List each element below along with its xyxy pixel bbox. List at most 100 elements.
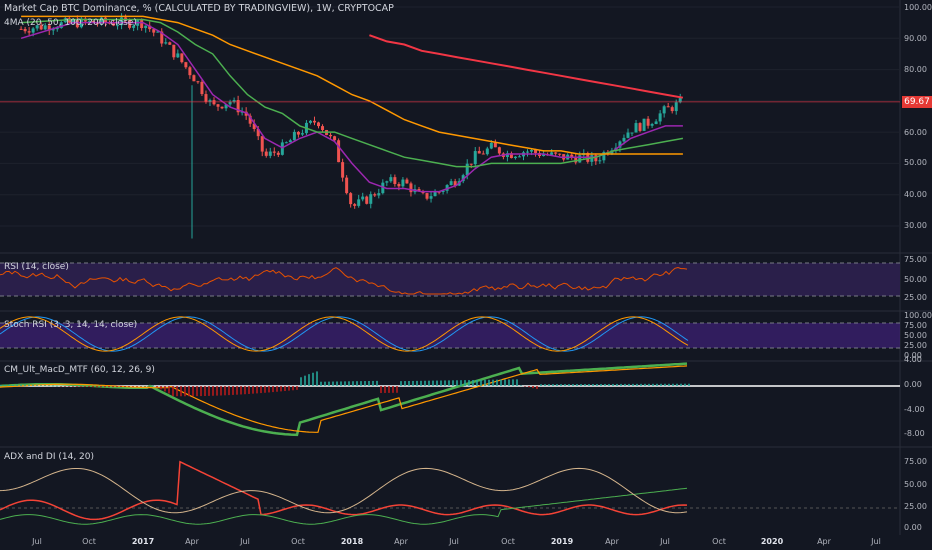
- candle-body: [236, 100, 240, 113]
- macd-histogram-bar: [144, 386, 146, 387]
- candle-body: [31, 28, 35, 33]
- macd-pane-label: CM_Ult_MacD_MTF (60, 12, 26, 9): [4, 365, 155, 375]
- candle-body: [534, 149, 538, 153]
- candle-body: [321, 126, 325, 131]
- macd-histogram-bar: [48, 385, 50, 387]
- candle-body: [433, 191, 437, 197]
- candle-body: [650, 124, 654, 126]
- macd-tick: 0.00: [904, 380, 922, 389]
- macd-histogram-bar: [212, 386, 214, 396]
- candle-body: [276, 152, 280, 155]
- candle-body: [232, 100, 236, 102]
- candle-body: [200, 81, 204, 95]
- candle-body: [558, 153, 562, 155]
- candle-body: [505, 153, 509, 157]
- macd-histogram-bar: [264, 386, 266, 393]
- macd-histogram-bar: [560, 384, 562, 386]
- macd-histogram-bar: [72, 386, 74, 387]
- macd-histogram-bar: [436, 380, 438, 386]
- candle-body: [497, 147, 501, 154]
- candle-body: [634, 123, 638, 133]
- stoch-pane-label: Stoch RSI (3, 3, 14, 14, close): [4, 320, 138, 330]
- candle-body: [264, 151, 268, 156]
- macd-histogram-bar: [476, 379, 478, 386]
- macd-histogram-bar: [512, 379, 514, 386]
- candle-body: [188, 67, 192, 76]
- macd-histogram-bar: [172, 386, 174, 397]
- macd-histogram-bar: [576, 384, 578, 386]
- candle-body: [429, 196, 433, 199]
- stoch-line: [0, 316, 689, 352]
- candle-body: [638, 123, 642, 131]
- candle-body: [630, 132, 634, 134]
- macd-histogram-bar: [220, 386, 222, 396]
- macd-histogram-bar: [320, 381, 322, 386]
- x-tick: Oct: [712, 537, 726, 546]
- macd-histogram-bar: [684, 383, 686, 386]
- candle-body: [35, 25, 39, 29]
- adx-line-0: [0, 460, 688, 521]
- candle-body: [55, 27, 59, 30]
- candle-body: [570, 154, 574, 158]
- candle-body: [666, 106, 670, 108]
- candle-body: [373, 194, 377, 196]
- macd-histogram-bar: [332, 381, 334, 386]
- macd-histogram-bar: [180, 386, 182, 397]
- stoch-tick: 100.00: [904, 311, 932, 320]
- candle-body: [128, 19, 132, 28]
- ma-line-ma100: [21, 15, 683, 155]
- candle-body: [357, 199, 361, 206]
- macd-histogram-bar: [632, 383, 634, 386]
- macd-histogram-bar: [8, 384, 10, 386]
- macd-histogram-bar: [392, 386, 394, 393]
- macd-histogram-bar: [208, 386, 210, 396]
- candle-body: [71, 19, 75, 23]
- macd-line: [0, 362, 688, 437]
- candle-body: [477, 151, 481, 154]
- macd-histogram-bar: [112, 386, 114, 388]
- ma-line-ma20: [20, 21, 683, 193]
- macd-histogram-bar: [440, 380, 442, 386]
- candle-body: [19, 28, 23, 30]
- price-tick: 60.00: [904, 128, 927, 137]
- macd-histogram-bar: [444, 380, 446, 386]
- candle-body: [493, 142, 497, 148]
- macd-histogram-bar: [428, 380, 430, 386]
- candle-body: [156, 31, 160, 33]
- macd-histogram-bar: [660, 383, 662, 386]
- candle-body: [333, 136, 337, 141]
- macd-histogram-bar: [360, 381, 362, 386]
- macd-histogram-bar: [528, 386, 530, 388]
- macd-histogram-bar: [252, 386, 254, 394]
- macd-histogram-bar: [108, 386, 110, 388]
- x-tick: Apr: [817, 537, 831, 546]
- candle-body: [292, 131, 296, 141]
- candle-body: [196, 81, 200, 83]
- macd-histogram-bar: [116, 386, 118, 388]
- candle-body: [95, 23, 99, 25]
- candle-body: [164, 42, 168, 44]
- macd-histogram-bar: [300, 377, 302, 386]
- macd-histogram-bar: [364, 381, 366, 386]
- macd-histogram-bar: [216, 386, 218, 396]
- candle-body: [526, 151, 530, 153]
- candle-body: [509, 153, 513, 159]
- macd-histogram-bar: [408, 380, 410, 386]
- macd-histogram-bar: [100, 386, 102, 388]
- macd-histogram-bar: [260, 386, 262, 394]
- macd-histogram-bar: [232, 386, 234, 395]
- macd-histogram-bar: [28, 384, 30, 386]
- price-tick: 90.00: [904, 34, 927, 43]
- macd-histogram-bar: [228, 386, 230, 396]
- macd-histogram-bar: [568, 384, 570, 386]
- candle-body: [260, 136, 264, 152]
- candle-body: [481, 153, 485, 155]
- macd-histogram-bar: [564, 384, 566, 386]
- stoch-tick: 0.00: [904, 351, 922, 360]
- macd-histogram-bar: [376, 380, 378, 386]
- candle-body: [594, 155, 598, 162]
- macd-histogram-bar: [608, 383, 610, 386]
- x-tick: Jul: [240, 537, 250, 546]
- x-tick: Oct: [501, 537, 515, 546]
